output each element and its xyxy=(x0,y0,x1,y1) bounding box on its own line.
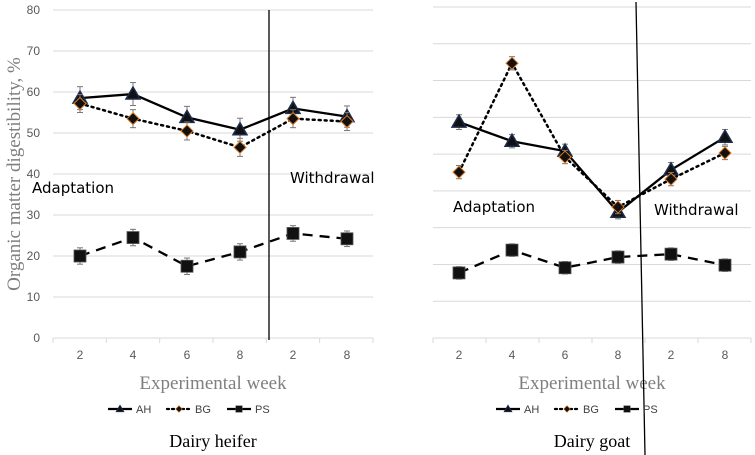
y-tick-label: 40 xyxy=(27,167,41,181)
series-line xyxy=(79,232,348,268)
x-axis-title: Experimental week xyxy=(518,373,666,394)
series-ah xyxy=(71,82,356,142)
legend-marker xyxy=(175,405,183,413)
square-marker xyxy=(505,243,519,257)
legend-label: PS xyxy=(255,404,270,416)
legend-marker xyxy=(563,405,571,413)
diamond-marker xyxy=(505,56,519,70)
y-tick-label: 70 xyxy=(27,44,41,58)
x-tick-label: 2 xyxy=(290,348,297,362)
square-marker xyxy=(286,227,300,240)
diamond-marker xyxy=(563,405,571,413)
x-tick-label: 2 xyxy=(77,348,84,362)
x-tick-label: 8 xyxy=(237,348,244,362)
diamond-marker xyxy=(180,124,194,138)
series-line xyxy=(79,92,348,131)
x-tick-label: 2 xyxy=(668,348,675,362)
square-marker xyxy=(558,261,572,275)
series-ps xyxy=(452,243,732,280)
x-tick-label: 2 xyxy=(456,348,463,362)
square-marker xyxy=(718,258,732,272)
phase-label: Adaptation xyxy=(453,198,535,216)
y-tick-label: 30 xyxy=(27,208,41,222)
legend-label: AH xyxy=(524,404,539,416)
diamond-marker xyxy=(73,96,87,111)
y-tick-label: 50 xyxy=(27,126,41,140)
series-line xyxy=(458,248,726,274)
diamond-marker xyxy=(175,405,183,413)
legend-marker xyxy=(235,405,243,413)
y-axis-title: Organic matter digestibility, % xyxy=(4,57,25,291)
diamond-marker xyxy=(611,200,625,214)
diamond-marker xyxy=(558,150,572,164)
triangle-marker xyxy=(503,132,521,147)
series-bg xyxy=(73,93,354,157)
phase-label: Adaptation xyxy=(32,179,114,197)
x-tick-label: 6 xyxy=(562,348,569,362)
chart-dairy-goat: 2 4 6 8 2 8 Experimental week Adaptation Withdra… xyxy=(432,1,752,455)
triangle-marker xyxy=(716,128,734,143)
legend-label: AH xyxy=(136,404,151,416)
x-axis-title: Experimental week xyxy=(139,373,287,394)
chart-subtitle: Dairy goat xyxy=(554,431,630,451)
square-marker xyxy=(340,232,354,246)
triangle-marker xyxy=(503,404,513,413)
diamond-marker xyxy=(340,114,354,129)
square-marker xyxy=(664,247,678,261)
triangle-marker xyxy=(231,121,249,136)
legend: AH BG PS xyxy=(496,404,658,416)
diamond-marker xyxy=(664,172,678,186)
triangle-marker xyxy=(115,404,125,413)
diamond-marker xyxy=(718,146,732,160)
legend-marker xyxy=(623,405,631,413)
series-bg xyxy=(452,56,732,215)
phase-label: Withdrawal xyxy=(654,201,739,219)
square-marker xyxy=(623,405,631,413)
y-tick-label: 0 xyxy=(33,331,40,345)
diamond-marker xyxy=(286,111,300,126)
chart-dairy-heifer: 0 10 20 30 40 50 60 70 80 Organic matter digestib… xyxy=(4,3,375,451)
x-tick-label: 6 xyxy=(184,348,191,362)
series-ps xyxy=(73,225,354,275)
legend-label: BG xyxy=(195,404,211,416)
square-marker xyxy=(611,250,625,264)
diamond-marker xyxy=(452,165,466,179)
y-tick-label: 20 xyxy=(27,249,41,263)
legend-label: BG xyxy=(583,404,599,416)
square-marker xyxy=(126,231,140,244)
square-marker xyxy=(235,405,243,413)
y-tick-label: 10 xyxy=(27,290,41,304)
legend: AH BG PS xyxy=(108,404,270,416)
legend-marker xyxy=(115,404,125,413)
legend-marker xyxy=(503,404,513,413)
series-line xyxy=(457,60,727,209)
legend-label: PS xyxy=(643,404,658,416)
y-tick-label: 80 xyxy=(27,3,41,17)
square-marker xyxy=(452,266,466,280)
square-marker xyxy=(73,249,87,263)
x-tick-label: 4 xyxy=(509,348,516,362)
x-tick-label: 8 xyxy=(615,348,622,362)
triangle-marker xyxy=(124,85,142,100)
square-marker xyxy=(233,245,247,259)
phase-divider-line xyxy=(635,1,646,455)
y-tick-label: 60 xyxy=(27,85,41,99)
diamond-marker xyxy=(233,140,247,155)
phase-label: Withdrawal xyxy=(290,169,375,187)
x-tick-label: 4 xyxy=(130,348,137,362)
chart-subtitle: Dairy heifer xyxy=(169,431,256,451)
x-tick-label: 8 xyxy=(344,348,351,362)
square-marker xyxy=(180,259,194,273)
x-tick-label: 8 xyxy=(722,348,729,362)
diamond-marker xyxy=(126,111,140,126)
series-line xyxy=(78,102,349,149)
triangle-marker xyxy=(450,113,468,128)
